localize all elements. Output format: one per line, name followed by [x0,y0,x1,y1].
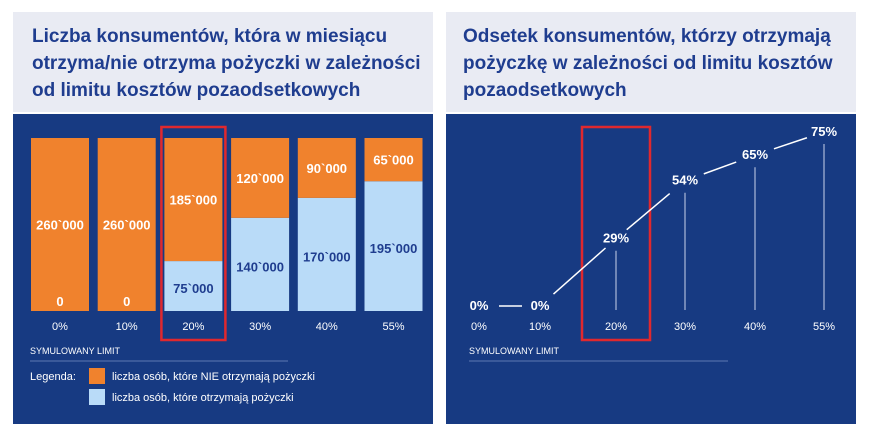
left-chart-header: Liczba konsumentów, która w miesiącu otr… [13,12,433,112]
left-chart-title: Liczba konsumentów, która w miesiącu otr… [32,23,421,104]
legend-item-not-receive: liczba osób, które NIE otrzymają pożyczk… [112,371,315,383]
bar-value-label-receive: 140`000 [236,259,284,274]
legend-swatch-receive [89,389,105,405]
x-axis-title: SYMULOWANY LIMIT [469,346,560,356]
bar-value-label-not-receive: 260`000 [103,218,151,233]
x-tick-label: 20% [605,321,627,333]
right-chart-header: Odsetek konsumentów, którzy otrzymają po… [446,12,856,112]
left-chart-title-line-3: od limitu kosztów pozaodsetkowych [32,80,361,101]
x-tick-label: 20% [182,321,204,333]
x-axis-title: SYMULOWANY LIMIT [30,346,121,356]
series-line-segment [773,137,808,150]
bar-segment-not-receive [164,138,223,262]
data-point-label: 54% [672,173,698,188]
x-tick-label: 40% [316,321,338,333]
x-tick-label: 55% [382,321,404,333]
bar-value-label-receive: 0 [56,294,63,309]
x-tick-label: 30% [249,321,271,333]
right-chart-panel: 0% 0% 0% 10% 29% 20% 54% 30% 65% 40% 75% 55% SYMULOW… [446,114,856,424]
x-tick-label: 55% [813,321,835,333]
bar-value-label-receive: 75`000 [173,281,213,296]
highlight-box [580,125,652,342]
stacked-bar-chart: 260`000 0 0% 260`000 0 10% 185`000 75`000 20% 120… [30,125,423,405]
bar-value-label-not-receive: 65`000 [373,153,413,168]
legend-item-receive: liczba osób, które otrzymają pożyczki [112,392,294,404]
bar-value-label-receive: 195`000 [370,241,418,256]
right-chart-title-line-3: pozaodsetkowych [463,80,627,101]
x-tick-label: 10% [116,321,138,333]
bar-value-label-not-receive: 90`000 [307,161,347,176]
bar-value-label-not-receive: 120`000 [236,171,284,186]
series-line-segment [626,193,671,231]
legend-swatch-not-receive [89,368,105,384]
left-chart-title-line-1: Liczba konsumentów, która w miesiącu [32,26,388,47]
bar-segment-not-receive [97,138,156,311]
data-point-label: 0% [531,298,550,313]
series-line-segment [552,247,607,295]
data-point-label: 65% [742,147,768,162]
right-chart-title: Odsetek konsumentów, którzy otrzymają po… [463,23,833,104]
x-tick-label: 30% [674,321,696,333]
x-tick-label: 0% [52,321,68,333]
bar-segment-receive [164,261,223,311]
data-point-label: 75% [811,124,837,139]
bar-segment-not-receive [231,138,290,218]
right-chart-title-line-2: pożyczkę w zależności od limitu kosztów [463,53,833,74]
data-point-label: 29% [603,231,629,246]
data-point-label: 0% [470,298,489,313]
highlight-box [160,125,227,342]
x-tick-label: 40% [744,321,766,333]
bar-segment-not-receive [364,138,423,182]
left-chart-panel: 260`000 0 0% 260`000 0 10% 185`000 75`000 20% 120… [13,114,433,424]
bar-value-label-receive: 170`000 [303,249,351,264]
bar-segment-not-receive [297,138,356,198]
right-chart-title-line-1: Odsetek konsumentów, którzy otrzymają [463,26,831,47]
bar-value-label-not-receive: 260`000 [36,218,84,233]
x-tick-label: 0% [471,321,487,333]
bar-segment-receive [297,197,356,311]
x-tick-label: 10% [529,321,551,333]
series-line-segment [703,161,737,175]
bar-segment-not-receive [31,138,89,311]
bar-value-label-receive: 0 [123,294,130,309]
bar-segment-receive [364,181,423,311]
line-chart: 0% 0% 0% 10% 29% 20% 54% 30% 65% 40% 75% 55% SYMULOW… [469,124,837,362]
bar-value-label-not-receive: 185`000 [170,193,218,208]
legend-label: Legenda: [30,371,76,383]
left-chart-title-line-2: otrzyma/nie otrzyma pożyczki w zależnośc… [32,53,421,74]
bar-segment-receive [231,217,290,311]
